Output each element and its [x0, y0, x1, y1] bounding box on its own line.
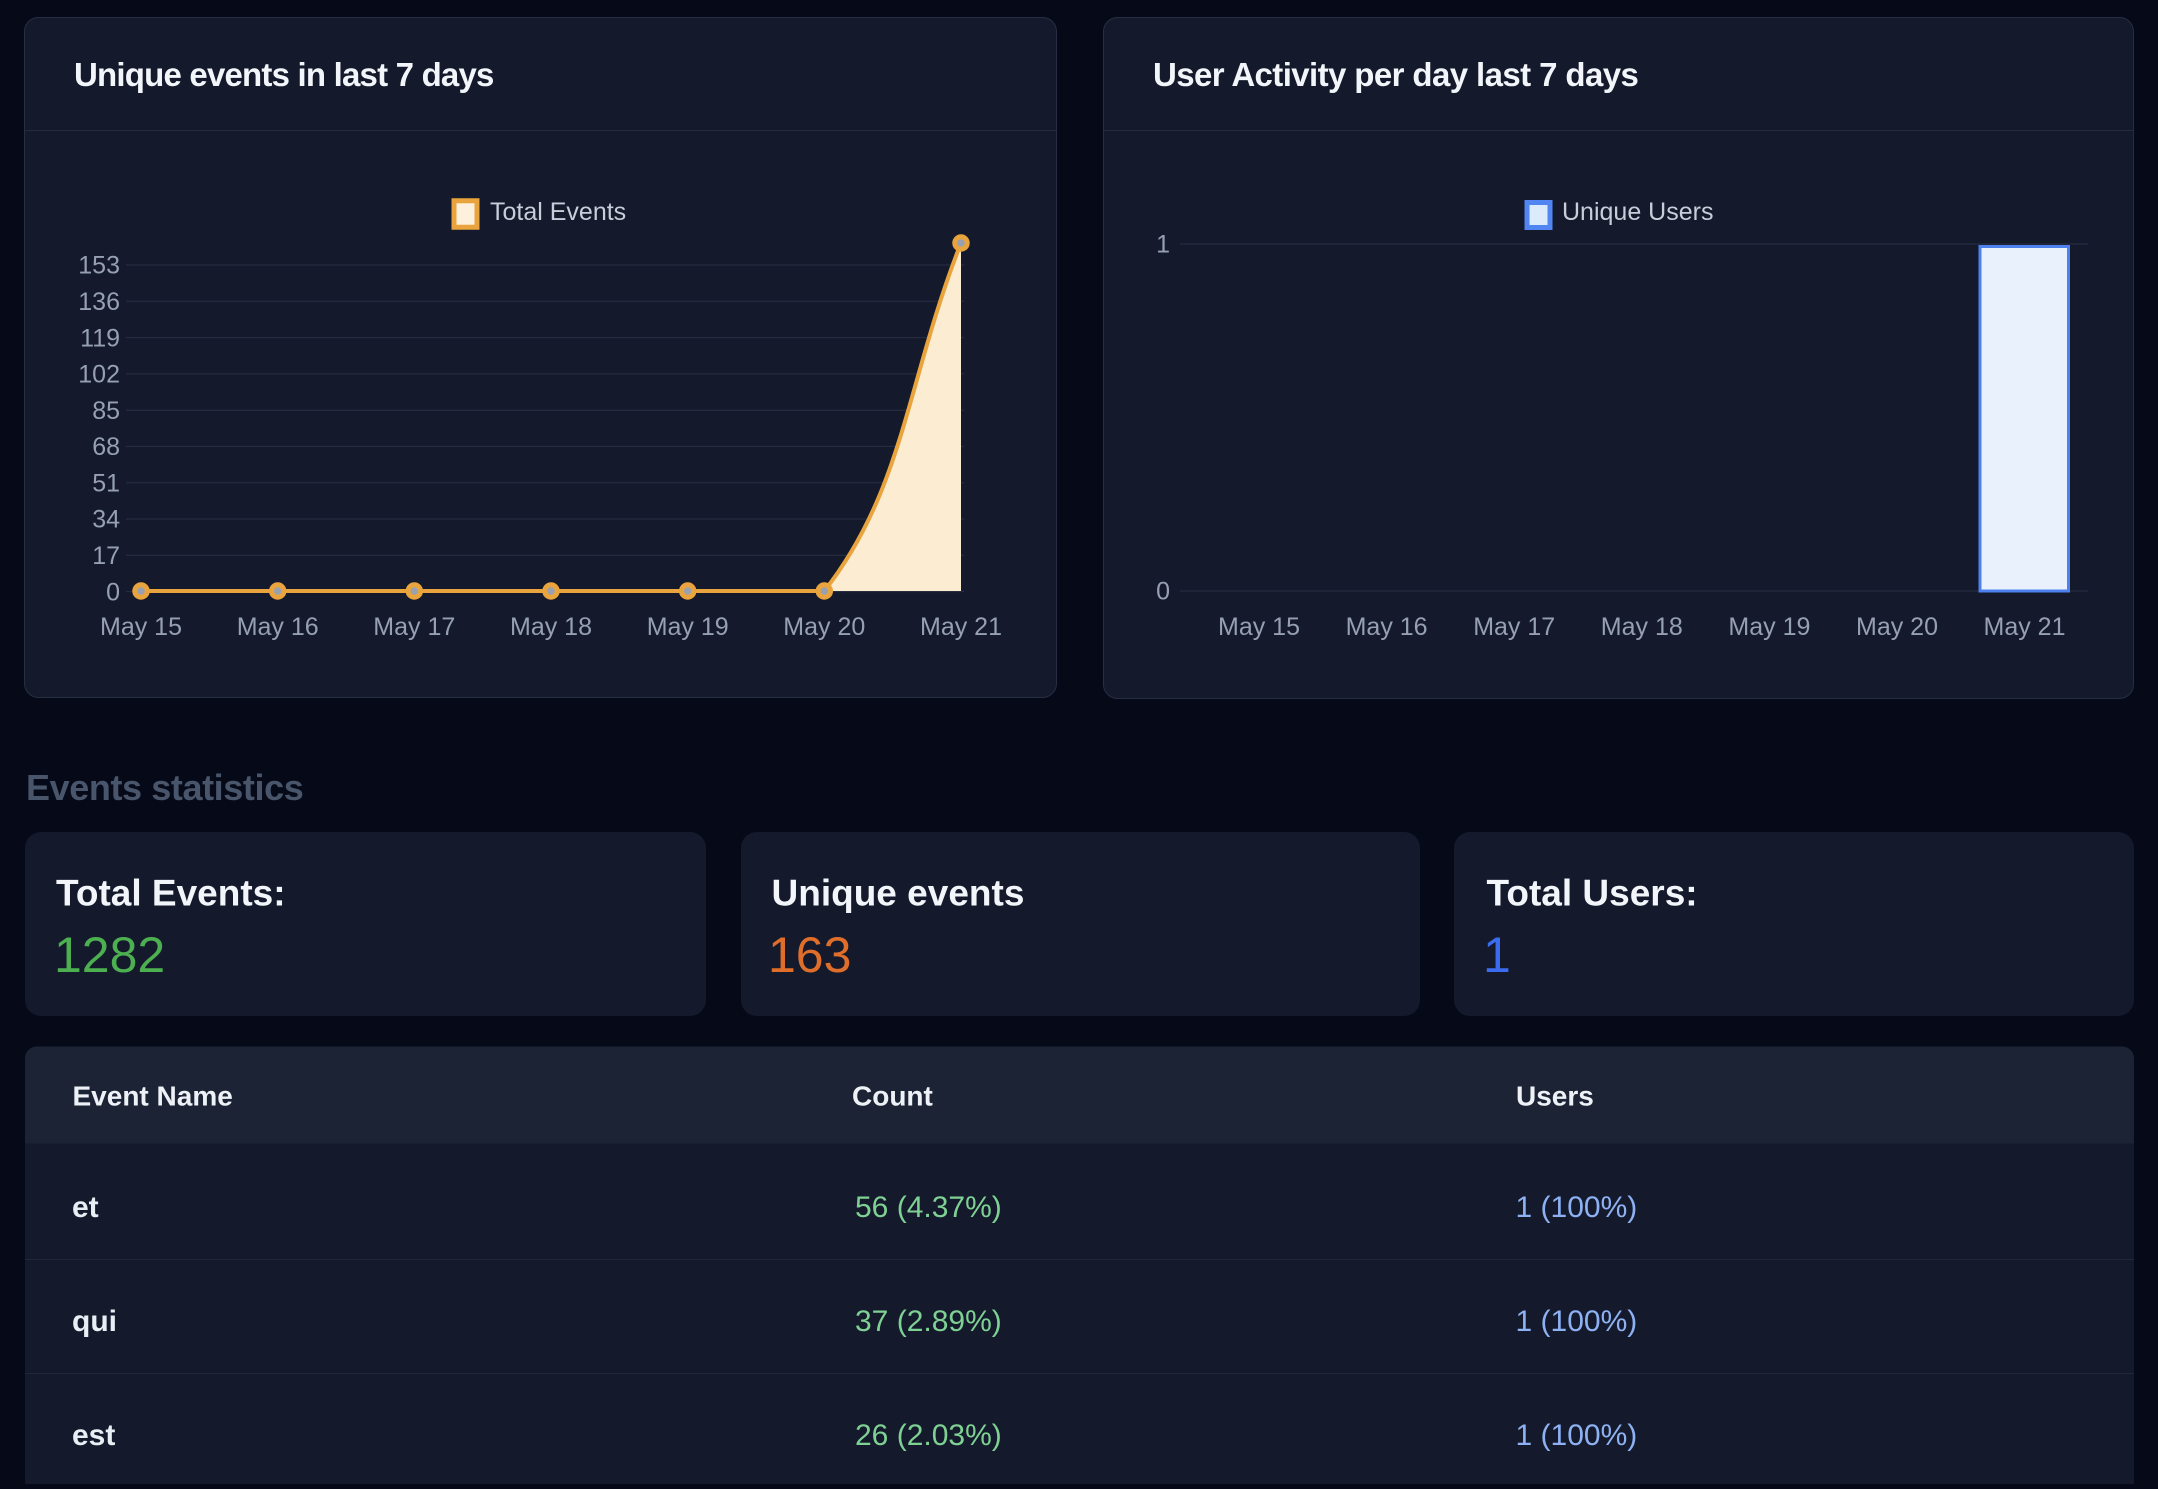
svg-text:0: 0: [1156, 578, 1170, 606]
svg-text:1: 1: [1156, 231, 1170, 259]
svg-text:119: 119: [80, 324, 120, 352]
svg-text:May 18: May 18: [510, 613, 592, 641]
svg-text:May 16: May 16: [237, 613, 319, 641]
svg-text:1 (100%): 1 (100%): [1516, 1191, 1638, 1224]
svg-text:Count: Count: [852, 1081, 933, 1112]
svg-text:Event Name: Event Name: [73, 1081, 233, 1112]
svg-text:May 15: May 15: [100, 613, 182, 641]
svg-text:Unique events in last 7 days: Unique events in last 7 days: [74, 56, 494, 93]
svg-text:153: 153: [78, 252, 120, 280]
svg-text:Unique events: Unique events: [772, 873, 1025, 914]
svg-text:May 21: May 21: [1984, 613, 2066, 641]
svg-text:May 17: May 17: [373, 613, 455, 641]
svg-text:May 17: May 17: [1473, 613, 1555, 641]
svg-text:May 19: May 19: [1728, 613, 1810, 641]
svg-text:Total Events: Total Events: [490, 198, 626, 226]
svg-text:Unique Users: Unique Users: [1562, 198, 1713, 226]
svg-text:85: 85: [92, 397, 120, 425]
svg-text:56 (4.37%): 56 (4.37%): [855, 1191, 1002, 1224]
svg-text:136: 136: [78, 288, 120, 316]
svg-text:Events statistics: Events statistics: [26, 767, 303, 808]
svg-text:est: est: [72, 1419, 115, 1452]
svg-text:51: 51: [92, 469, 120, 497]
svg-text:qui: qui: [72, 1305, 117, 1338]
svg-text:May 20: May 20: [783, 613, 865, 641]
svg-text:1 (100%): 1 (100%): [1516, 1305, 1638, 1338]
svg-text:163: 163: [768, 927, 851, 983]
svg-text:17: 17: [92, 542, 120, 570]
svg-text:Total Events:: Total Events:: [56, 873, 286, 914]
svg-text:May 19: May 19: [647, 613, 729, 641]
svg-text:1: 1: [1483, 927, 1511, 983]
svg-text:0: 0: [106, 578, 120, 606]
svg-text:1282: 1282: [54, 927, 165, 983]
svg-text:May 15: May 15: [1218, 613, 1300, 641]
svg-text:34: 34: [92, 506, 120, 534]
svg-text:May 20: May 20: [1856, 613, 1938, 641]
svg-text:May 21: May 21: [920, 613, 1002, 641]
svg-text:Users: Users: [1516, 1081, 1594, 1112]
svg-text:26 (2.03%): 26 (2.03%): [855, 1419, 1002, 1452]
svg-text:User Activity per day last 7 d: User Activity per day last 7 days: [1153, 56, 1638, 93]
svg-text:May 16: May 16: [1346, 613, 1428, 641]
svg-text:et: et: [72, 1191, 99, 1224]
svg-text:37 (2.89%): 37 (2.89%): [855, 1305, 1002, 1338]
svg-text:68: 68: [92, 433, 120, 461]
svg-text:Total Users:: Total Users:: [1487, 873, 1698, 914]
svg-text:May 18: May 18: [1601, 613, 1683, 641]
svg-text:102: 102: [78, 361, 120, 389]
svg-text:1 (100%): 1 (100%): [1516, 1419, 1638, 1452]
